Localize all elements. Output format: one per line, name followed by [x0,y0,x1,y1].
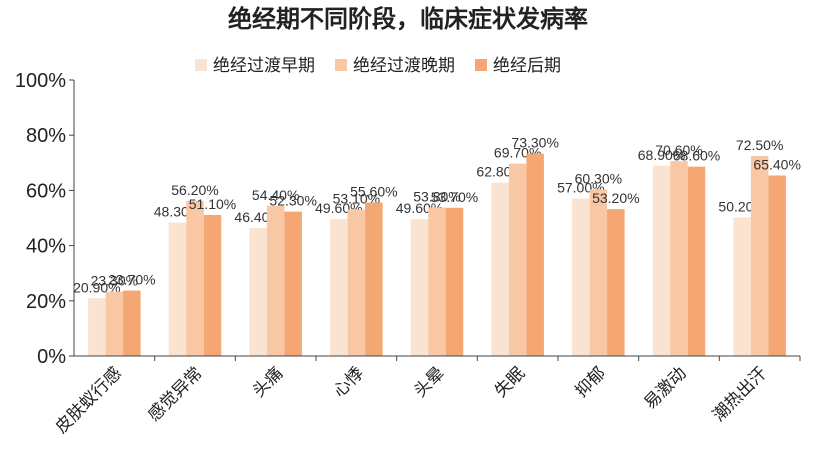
data-label: 60.30% [575,171,622,187]
bar [607,209,625,356]
legend-label: 绝经后期 [493,56,561,76]
bar [123,290,141,356]
legend: 绝经过渡早期 绝经过渡晚期 绝经后期 [195,56,561,76]
legend-swatch [475,59,487,71]
data-label: 70.60% [655,142,702,158]
data-label: 53.20% [592,190,639,206]
x-axis: 皮肤蚁行感 感觉异常 头痛 心悸 头晕 失眠 抑郁 易激动 潮热出汗 [52,355,801,438]
data-label: 55.60% [350,184,397,200]
legend-swatch [195,59,207,71]
y-tick-label: 100% [15,70,66,92]
data-label: 53.70% [431,189,478,205]
y-tick-label: 20% [26,291,66,313]
data-label: 65.40% [753,156,800,172]
x-tick-label: 失眠 [491,363,529,401]
x-tick-label: 感觉异常 [144,363,206,425]
bar [670,161,688,356]
bar [750,155,769,356]
bar [284,211,302,356]
bar [330,219,348,356]
x-tick-label: 头痛 [249,363,287,401]
data-label: 51.10% [189,196,236,212]
y-tick-label: 80% [26,125,66,147]
bar [203,214,222,356]
data-label: 53.80% [413,189,460,205]
bar [266,205,285,356]
data-label: 54.40% [252,187,299,203]
x-tick-label: 心悸 [330,363,368,401]
y-axis: 0% 20% 40% 60% 80% 100% [15,70,75,368]
bar [186,200,204,356]
bar [428,207,446,356]
bar [687,166,706,356]
x-tick-label: 易激动 [640,363,690,413]
data-label: 23.30% [91,273,138,289]
x-tick-label: 潮热出汗 [709,363,771,425]
bar [105,291,124,356]
bar [168,222,187,356]
data-label: 68.90% [638,147,685,163]
bar [768,175,786,356]
bars: 20.90%23.30%23.70%48.30%56.20%51.10%46.4… [73,135,801,356]
bar [347,209,366,356]
data-label: 72.50% [736,137,783,153]
bar [508,163,527,356]
bar [365,202,383,356]
data-label: 68.60% [673,148,720,164]
data-label: 52.30% [269,193,316,209]
data-label: 56.20% [171,182,218,198]
data-label: 73.30% [511,135,558,151]
x-tick-label: 头晕 [410,363,448,401]
data-label: 23.70% [108,272,155,288]
bar [589,189,608,356]
y-tick-label: 60% [26,180,66,202]
bar [526,153,544,356]
y-tick-label: 0% [37,346,66,368]
bar [572,198,590,356]
legend-swatch [335,59,347,71]
legend-label: 绝经过渡早期 [213,56,315,76]
bar [445,207,464,356]
data-label: 53.10% [333,190,380,206]
x-tick-label: 抑郁 [572,363,610,401]
bar [249,227,267,356]
bar [733,217,751,356]
bar [410,219,429,356]
data-label: 20.90% [73,279,120,295]
chart-title: 绝经期不同阶段，临床症状发病率 [228,5,588,33]
legend-label: 绝经过渡晚期 [353,56,455,76]
bar [88,298,106,356]
bar [491,182,509,356]
x-tick-label: 皮肤蚁行感 [52,363,126,437]
bar [652,165,671,356]
y-tick-label: 40% [26,236,66,258]
